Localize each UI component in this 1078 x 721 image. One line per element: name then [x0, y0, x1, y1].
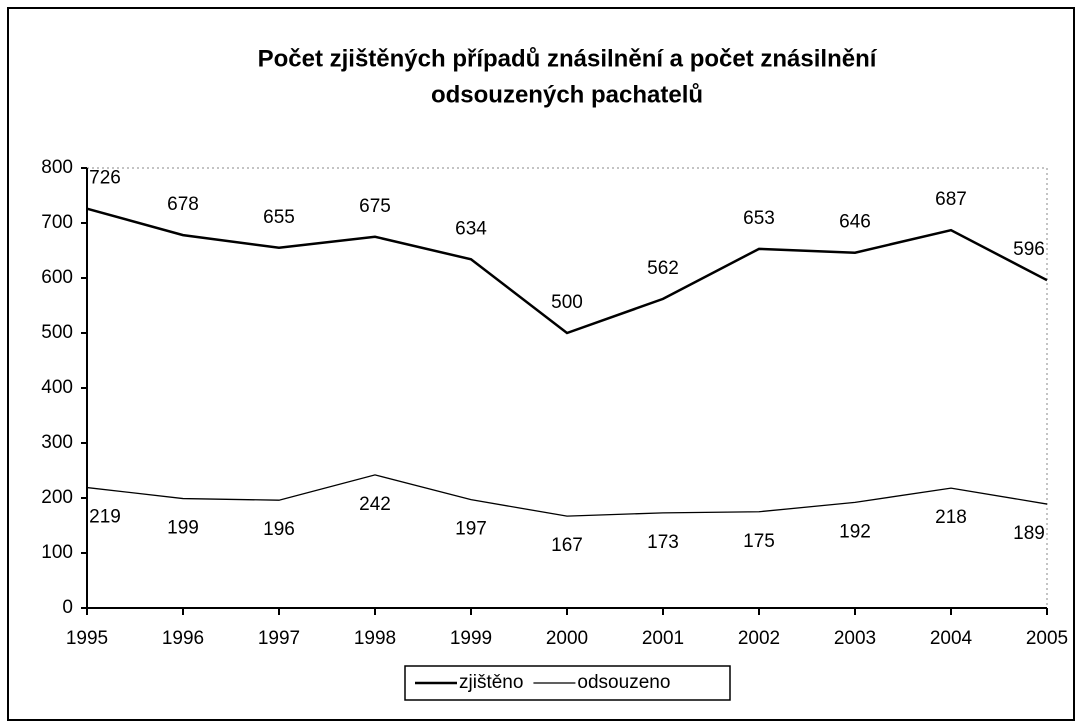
x-tick-label: 1998	[354, 628, 396, 649]
chart-frame	[7, 7, 1075, 721]
y-tick-label: 0	[62, 597, 73, 618]
data-label: 242	[359, 494, 391, 515]
data-label: 173	[647, 532, 679, 553]
data-label: 687	[935, 189, 967, 210]
data-label: 167	[551, 535, 583, 556]
data-label: 218	[935, 507, 967, 528]
data-label: 675	[359, 196, 391, 217]
series-line	[86, 207, 1048, 335]
x-tick-label: 1997	[258, 628, 300, 649]
data-label: 678	[167, 194, 199, 215]
x-tick-label: 1999	[450, 628, 492, 649]
data-label: 189	[1013, 523, 1045, 544]
data-label: 199	[167, 518, 199, 539]
chart-title: odsouzených pachatelů	[431, 81, 703, 108]
data-label: 197	[455, 519, 487, 540]
legend-label: odsouzeno	[577, 672, 670, 693]
data-label: 562	[647, 258, 679, 279]
x-tick-label: 2002	[738, 628, 780, 649]
y-tick-label: 300	[41, 432, 73, 453]
data-label: 655	[263, 207, 295, 228]
data-label: 596	[1013, 239, 1045, 260]
y-tick-label: 700	[41, 212, 73, 233]
data-label: 192	[839, 521, 871, 542]
data-label: 175	[743, 531, 775, 552]
x-tick-label: 2004	[930, 628, 973, 649]
x-tick-label: 2003	[834, 628, 876, 649]
data-label: 219	[89, 507, 121, 528]
y-tick-label: 500	[41, 322, 73, 343]
y-tick-label: 600	[41, 267, 73, 288]
y-tick-label: 800	[41, 157, 73, 178]
series-line	[86, 474, 1048, 517]
data-label: 634	[455, 218, 487, 239]
chart-title: Počet zjištěných případů znásilnění a po…	[258, 45, 878, 72]
legend-label: zjištěno	[459, 672, 523, 693]
x-tick-label: 1995	[66, 628, 108, 649]
data-label: 653	[743, 208, 775, 229]
x-tick-label: 1996	[162, 628, 204, 649]
x-tick-label: 2001	[642, 628, 684, 649]
x-tick-label: 2000	[546, 628, 588, 649]
y-tick-label: 100	[41, 542, 73, 563]
y-tick-label: 400	[41, 377, 73, 398]
x-tick-label: 2005	[1026, 628, 1068, 649]
data-label: 500	[551, 292, 583, 313]
data-label: 196	[263, 519, 295, 540]
data-label: 726	[89, 168, 121, 189]
y-tick-label: 200	[41, 487, 73, 508]
data-label: 646	[839, 212, 871, 233]
